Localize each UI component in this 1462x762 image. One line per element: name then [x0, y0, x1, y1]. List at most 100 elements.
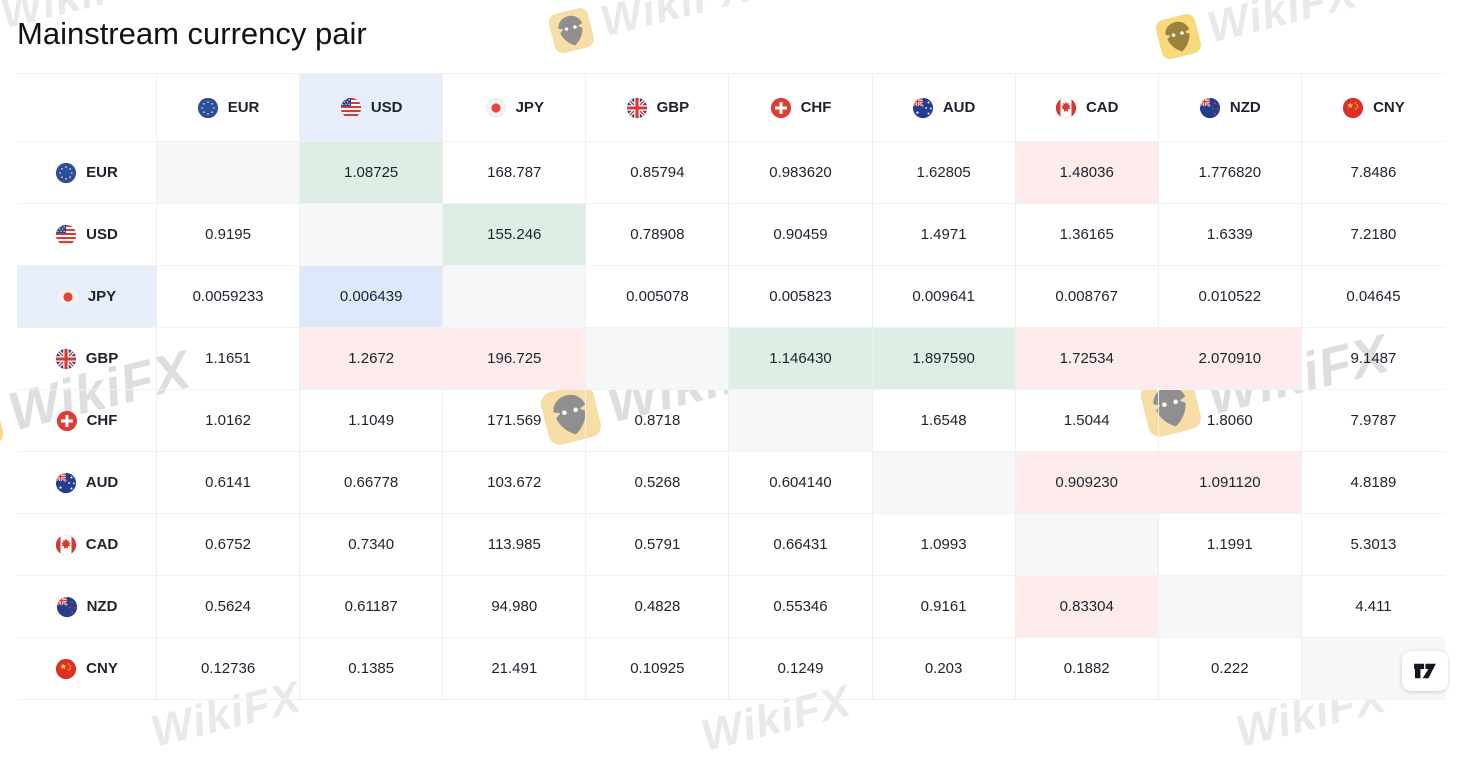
currency-code: CAD — [85, 536, 119, 553]
rate-cell-nzd-aud[interactable]: 0.9161 — [872, 576, 1016, 638]
currency-code: GBP — [656, 99, 690, 116]
rate-cell-gbp-aud[interactable]: 1.897590 — [872, 328, 1016, 390]
rate-cell-usd-cad[interactable]: 1.36165 — [1015, 204, 1159, 266]
diagonal-cell-usd — [300, 204, 444, 266]
rate-cell-aud-jpy[interactable]: 103.672 — [443, 452, 587, 514]
rate-cell-cad-chf[interactable]: 0.66431 — [729, 514, 873, 576]
rate-cell-aud-gbp[interactable]: 0.5268 — [586, 452, 730, 514]
rate-cell-aud-nzd[interactable]: 1.091120 — [1158, 452, 1302, 514]
currency-code: EUR — [227, 99, 260, 116]
rate-cell-eur-cny[interactable]: 7.8486 — [1301, 142, 1445, 204]
rate-cell-usd-nzd[interactable]: 1.6339 — [1158, 204, 1302, 266]
rate-cell-usd-gbp[interactable]: 0.78908 — [586, 204, 730, 266]
column-header-chf: CHF — [729, 74, 873, 142]
diagonal-cell-eur — [157, 142, 301, 204]
column-header-usd: USD — [300, 74, 444, 142]
rate-cell-usd-aud[interactable]: 1.4971 — [872, 204, 1016, 266]
rate-cell-aud-cny[interactable]: 4.8189 — [1301, 452, 1445, 514]
rate-cell-usd-eur[interactable]: 0.9195 — [157, 204, 301, 266]
rate-cell-aud-cad[interactable]: 0.909230 — [1015, 452, 1159, 514]
rate-cell-gbp-cny[interactable]: 9.1487 — [1301, 328, 1445, 390]
rate-cell-chf-aud[interactable]: 1.6548 — [872, 390, 1016, 452]
currency-code: JPY — [515, 99, 544, 116]
rate-cell-jpy-cad[interactable]: 0.008767 — [1015, 266, 1159, 328]
rate-cell-cad-cny[interactable]: 5.3013 — [1301, 514, 1445, 576]
rate-cell-usd-jpy[interactable]: 155.246 — [443, 204, 587, 266]
rate-cell-jpy-usd[interactable]: 0.006439 — [300, 266, 444, 328]
cny-flag-icon — [55, 658, 77, 680]
rate-cell-cny-usd[interactable]: 0.1385 — [300, 638, 444, 700]
rate-cell-aud-usd[interactable]: 0.66778 — [300, 452, 444, 514]
rate-cell-chf-cad[interactable]: 1.5044 — [1015, 390, 1159, 452]
cad-flag-icon — [1055, 97, 1077, 119]
row-header-usd: USD — [17, 204, 157, 266]
rate-cell-chf-cny[interactable]: 7.9787 — [1301, 390, 1445, 452]
rate-cell-chf-gbp[interactable]: 0.8718 — [586, 390, 730, 452]
rate-cell-cny-chf[interactable]: 0.1249 — [729, 638, 873, 700]
currency-code: CHF — [86, 412, 118, 429]
rate-cell-nzd-jpy[interactable]: 94.980 — [443, 576, 587, 638]
row-header-nzd: NZD — [17, 576, 157, 638]
rate-cell-chf-eur[interactable]: 1.0162 — [157, 390, 301, 452]
column-header-jpy: JPY — [443, 74, 587, 142]
tradingview-logo-button[interactable] — [1402, 651, 1448, 691]
rate-cell-eur-cad[interactable]: 1.48036 — [1015, 142, 1159, 204]
rate-cell-jpy-gbp[interactable]: 0.005078 — [586, 266, 730, 328]
diagonal-cell-nzd — [1158, 576, 1302, 638]
rate-cell-eur-jpy[interactable]: 168.787 — [443, 142, 587, 204]
currency-code: EUR — [86, 164, 118, 181]
rate-cell-usd-chf[interactable]: 0.90459 — [729, 204, 873, 266]
rate-cell-usd-cny[interactable]: 7.2180 — [1301, 204, 1445, 266]
rate-cell-cad-gbp[interactable]: 0.5791 — [586, 514, 730, 576]
rate-cell-cny-nzd[interactable]: 0.222 — [1158, 638, 1302, 700]
rate-cell-nzd-gbp[interactable]: 0.4828 — [586, 576, 730, 638]
diagonal-cell-jpy — [443, 266, 587, 328]
currency-code: JPY — [87, 288, 117, 305]
rate-cell-cad-eur[interactable]: 0.6752 — [157, 514, 301, 576]
rate-cell-cny-cad[interactable]: 0.1882 — [1015, 638, 1159, 700]
currency-matrix: EUR USD JPY GBP CHF AUD CAD NZD CNY EUR 1.08725 168… — [17, 73, 1445, 700]
rate-cell-jpy-eur[interactable]: 0.0059233 — [157, 266, 301, 328]
rate-cell-nzd-cny[interactable]: 4.411 — [1301, 576, 1445, 638]
rate-cell-gbp-usd[interactable]: 1.2672 — [300, 328, 444, 390]
rate-cell-cad-usd[interactable]: 0.7340 — [300, 514, 444, 576]
eur-flag-icon — [55, 162, 77, 184]
diagonal-cell-aud — [872, 452, 1016, 514]
rate-cell-aud-eur[interactable]: 0.6141 — [157, 452, 301, 514]
rate-cell-chf-jpy[interactable]: 171.569 — [443, 390, 587, 452]
currency-code: NZD — [86, 598, 118, 615]
rate-cell-cad-aud[interactable]: 1.0993 — [872, 514, 1016, 576]
rate-cell-gbp-jpy[interactable]: 196.725 — [443, 328, 587, 390]
rate-cell-chf-usd[interactable]: 1.1049 — [300, 390, 444, 452]
rate-cell-nzd-usd[interactable]: 0.61187 — [300, 576, 444, 638]
rate-cell-eur-gbp[interactable]: 0.85794 — [586, 142, 730, 204]
rate-cell-cad-jpy[interactable]: 113.985 — [443, 514, 587, 576]
rate-cell-gbp-nzd[interactable]: 2.070910 — [1158, 328, 1302, 390]
rate-cell-gbp-eur[interactable]: 1.1651 — [157, 328, 301, 390]
rate-cell-cny-eur[interactable]: 0.12736 — [157, 638, 301, 700]
rate-cell-jpy-aud[interactable]: 0.009641 — [872, 266, 1016, 328]
rate-cell-cny-gbp[interactable]: 0.10925 — [586, 638, 730, 700]
rate-cell-jpy-chf[interactable]: 0.005823 — [729, 266, 873, 328]
row-header-chf: CHF — [17, 390, 157, 452]
rate-cell-eur-usd[interactable]: 1.08725 — [300, 142, 444, 204]
currency-code: CNY — [1373, 99, 1405, 116]
rate-cell-chf-nzd[interactable]: 1.8060 — [1158, 390, 1302, 452]
rate-cell-nzd-eur[interactable]: 0.5624 — [157, 576, 301, 638]
rate-cell-jpy-nzd[interactable]: 0.010522 — [1158, 266, 1302, 328]
currency-code: NZD — [1229, 99, 1261, 116]
diagonal-cell-cad — [1015, 514, 1159, 576]
rate-cell-eur-nzd[interactable]: 1.776820 — [1158, 142, 1302, 204]
rate-cell-nzd-cad[interactable]: 0.83304 — [1015, 576, 1159, 638]
rate-cell-gbp-cad[interactable]: 1.72534 — [1015, 328, 1159, 390]
rate-cell-cny-aud[interactable]: 0.203 — [872, 638, 1016, 700]
rate-cell-jpy-cny[interactable]: 0.04645 — [1301, 266, 1445, 328]
rate-cell-eur-aud[interactable]: 1.62805 — [872, 142, 1016, 204]
rate-cell-cad-nzd[interactable]: 1.1991 — [1158, 514, 1302, 576]
rate-cell-gbp-chf[interactable]: 1.146430 — [729, 328, 873, 390]
rate-cell-aud-chf[interactable]: 0.604140 — [729, 452, 873, 514]
rate-cell-eur-chf[interactable]: 0.983620 — [729, 142, 873, 204]
gbp-flag-icon — [626, 97, 648, 119]
rate-cell-cny-jpy[interactable]: 21.491 — [443, 638, 587, 700]
rate-cell-nzd-chf[interactable]: 0.55346 — [729, 576, 873, 638]
